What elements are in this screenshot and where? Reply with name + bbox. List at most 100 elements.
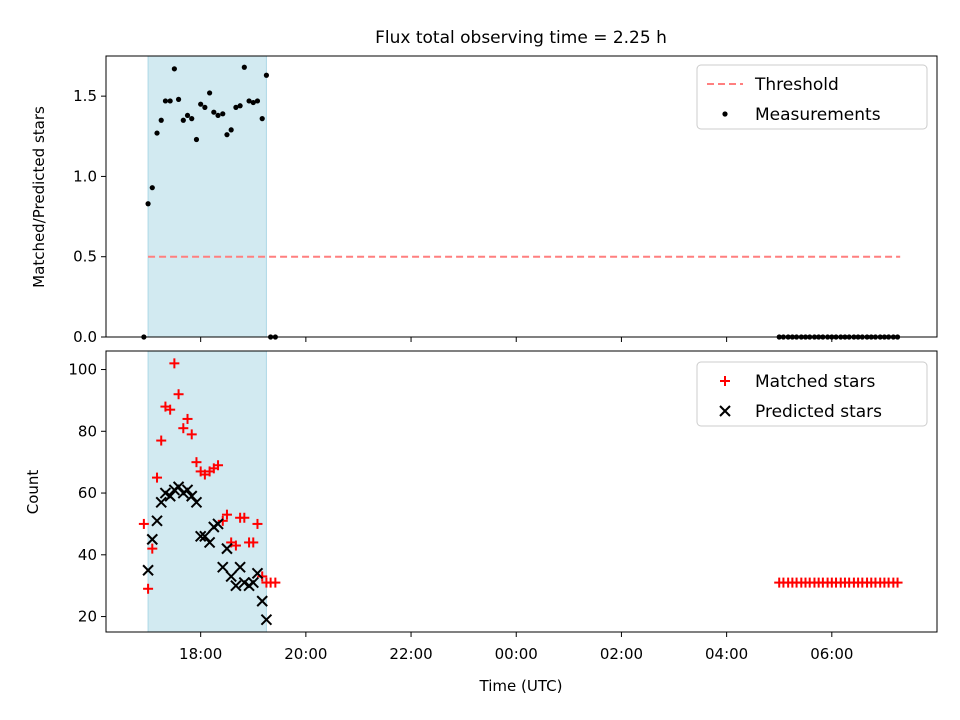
bottom-y-tick-label: 20 [78, 608, 97, 626]
matched-star-point [257, 571, 268, 582]
measurement-point [145, 201, 151, 207]
measurement-point [180, 117, 186, 123]
measurement-point [220, 111, 226, 117]
predicted-star-point [225, 570, 237, 583]
bottom-y-tick-label: 80 [78, 422, 97, 440]
predicted-star-point [217, 561, 229, 573]
top-y-tick-label: 0.0 [73, 328, 97, 346]
predicted-star-point [146, 533, 158, 546]
measurement-point [259, 116, 265, 122]
measurement-point [250, 99, 256, 106]
measurement-point [171, 66, 177, 72]
measurement-point [215, 112, 221, 119]
legend-label: Measurements [755, 105, 881, 125]
legend-label: Threshold [754, 75, 839, 95]
matched-star-point [143, 583, 154, 594]
bottom-axes-frame [105, 350, 938, 633]
matched-star-point [156, 435, 167, 446]
top-shaded-region [147, 55, 267, 338]
measurement-point [175, 96, 182, 102]
predicted-star-point [247, 576, 259, 589]
x-tick-label: 18:00 [179, 645, 222, 663]
x-tick-label: 00:00 [495, 645, 538, 663]
predicted-star-point [172, 481, 185, 493]
bottom-legend: Matched stars Predicted stars [696, 361, 928, 427]
legend-measurement-swatch [722, 111, 728, 117]
matched-star-point [165, 404, 176, 415]
legend-top-box [696, 64, 928, 130]
measurement-point [167, 98, 173, 104]
matched-star-point [252, 518, 263, 529]
predicted-star-point [203, 536, 216, 549]
matched-star-point [178, 423, 189, 434]
top-y-tick-label: 1.0 [73, 167, 97, 185]
measurement-point [228, 127, 234, 133]
top-legend: Threshold Measurements [696, 64, 928, 130]
measurement-point [246, 98, 252, 104]
measurement-point [158, 117, 164, 123]
top-axes-frame [105, 55, 938, 338]
matched-star-point [169, 358, 180, 369]
matched-star-point [186, 429, 197, 440]
matched-star-point [191, 457, 202, 468]
legend-label: Predicted stars [755, 402, 882, 422]
chart-title: Flux total observing time = 2.25 h [375, 28, 667, 48]
legend-label: Matched stars [755, 372, 875, 392]
predicted-star-point [194, 530, 207, 542]
measurement-point [202, 104, 208, 110]
predicted-star-point [234, 561, 246, 573]
matched-star-point [182, 413, 193, 424]
measurement-point [184, 112, 191, 119]
bottom-y-tick-label: 40 [78, 546, 97, 564]
top-y-axis-label: Matched/Predicted stars [30, 106, 48, 288]
top-panel: 0.0 0.5 1.0 1.5 [73, 55, 938, 346]
measurement-point [254, 98, 261, 104]
predicted-star-point [230, 579, 242, 592]
bottom-y-tick-label: 100 [68, 361, 97, 379]
predicted-star-point [186, 490, 198, 502]
measurement-point [198, 101, 204, 107]
matched-star-point [892, 577, 903, 588]
matched-star-point [147, 543, 158, 554]
measurement-point [233, 104, 239, 110]
predicted-star-point [212, 518, 224, 530]
x-tick-label: 20:00 [284, 645, 327, 663]
measurement-point [189, 116, 195, 122]
predicted-star-point [199, 530, 211, 542]
legend-predicted-swatch [719, 405, 731, 417]
measurement-point [237, 103, 243, 109]
bottom-y-axis-label: Count [24, 470, 42, 515]
predicted-star-point [251, 567, 264, 580]
x-tick-label: 06:00 [810, 645, 853, 663]
measurement-point [193, 136, 200, 143]
matched-star-point [152, 472, 163, 483]
measurement-point [207, 90, 213, 96]
measurement-point [154, 130, 160, 136]
predicted-star-point [190, 496, 203, 509]
matched-star-point [213, 460, 224, 471]
matched-star-point [138, 518, 149, 529]
predicted-star-point [181, 484, 194, 496]
bottom-y-tick-label: 60 [78, 484, 97, 502]
x-tick-label: 22:00 [389, 645, 432, 663]
measurement-point [162, 98, 169, 104]
matched-star-point [239, 512, 250, 523]
matched-star-point [248, 537, 259, 548]
measurement-point [149, 185, 155, 191]
matched-star-point [230, 540, 241, 551]
predicted-star-point [221, 542, 233, 555]
predicted-star-point [155, 496, 167, 509]
predicted-star-point [260, 613, 273, 626]
top-y-tick-label: 0.5 [73, 248, 97, 266]
predicted-star-point [142, 564, 154, 576]
legend-bottom-box [696, 361, 928, 427]
matched-star-point [270, 577, 281, 588]
x-tick-label: 04:00 [705, 645, 748, 663]
top-y-tick-label: 1.5 [73, 87, 97, 105]
x-axis-label: Time (UTC) [479, 677, 563, 695]
bottom-panel: 20 40 60 80 100 18:00 20:00 22:00 00:00 02:00 04:0… [68, 350, 938, 663]
measurement-point [224, 132, 230, 138]
measurement-point [263, 72, 270, 78]
measurement-point [211, 109, 217, 115]
